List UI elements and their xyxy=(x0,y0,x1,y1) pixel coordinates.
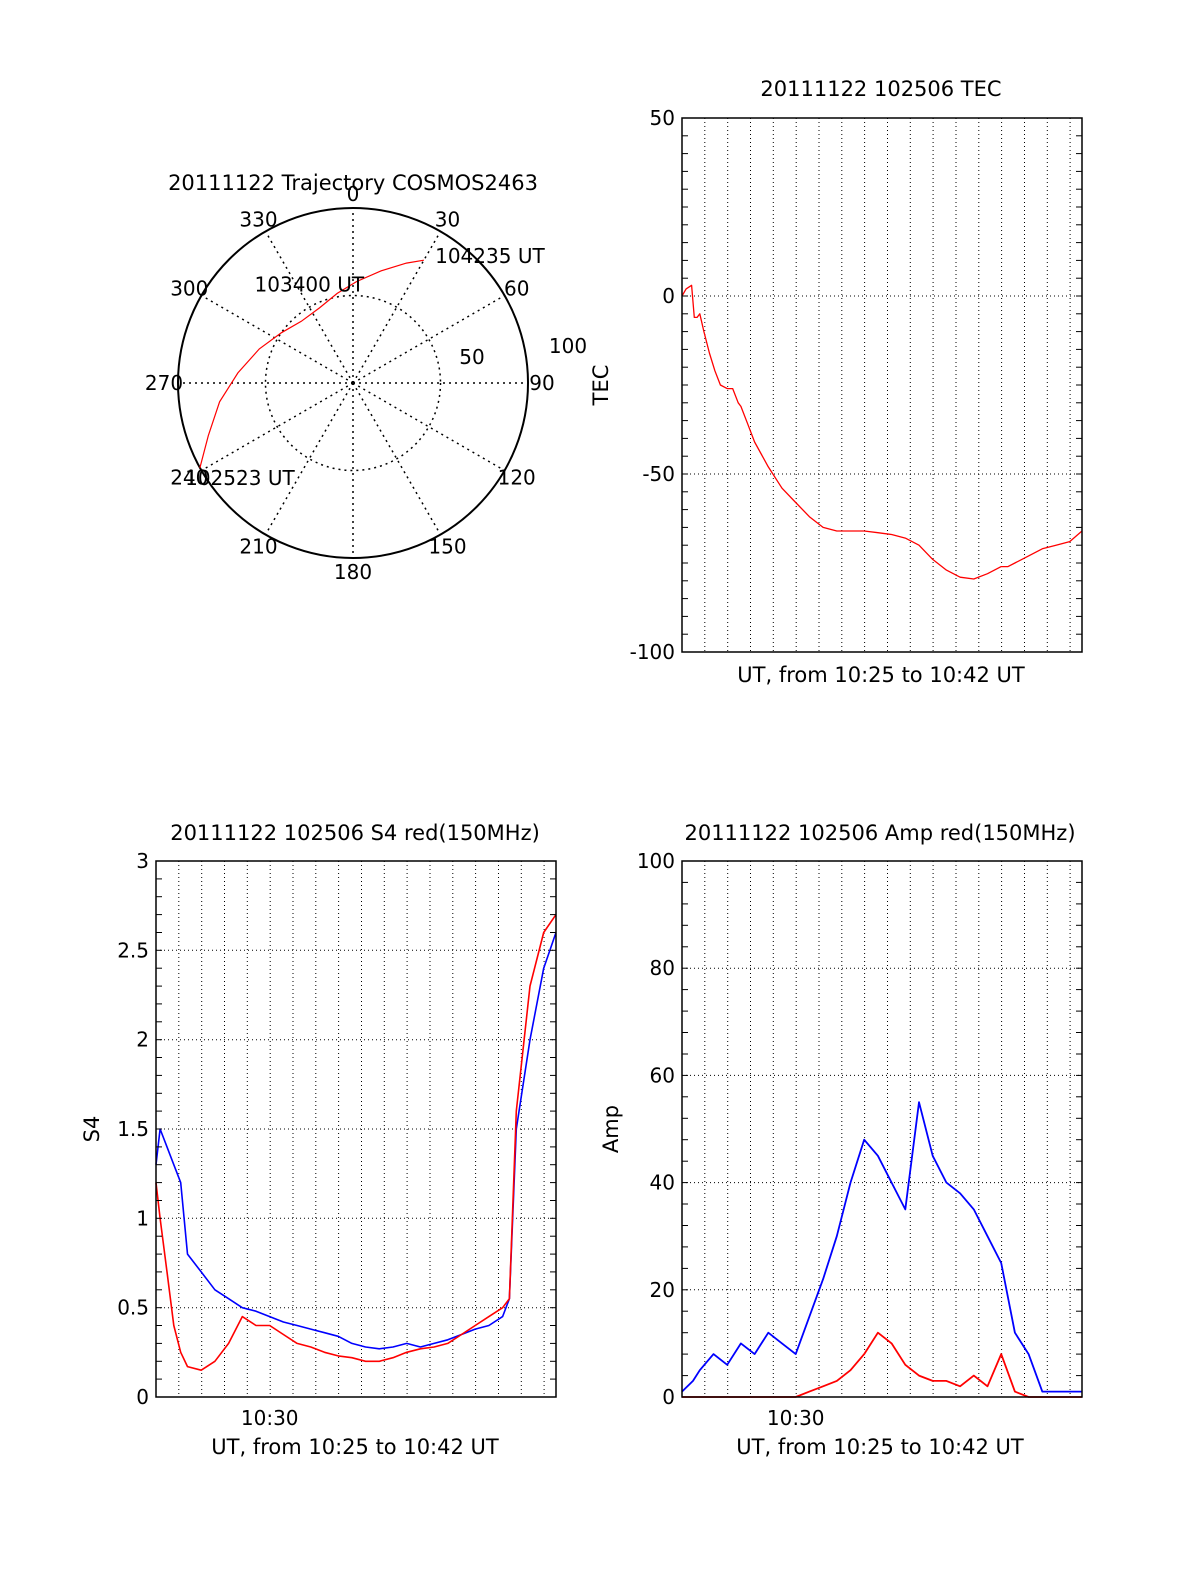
s4-yticks: 0 0.5 1 1.5 2 2.5 3 xyxy=(117,849,556,1409)
polar-angle-label: 30 xyxy=(435,207,460,231)
polar-grid xyxy=(178,208,528,558)
polar-angle-label: 0 xyxy=(347,182,360,206)
polar-title: 20111122 Trajectory COSMOS2463 xyxy=(168,171,538,195)
polar-spoke xyxy=(352,382,505,472)
polar-trajectory xyxy=(199,259,424,468)
s4-xlabel: UT, from 10:25 to 10:42 UT xyxy=(211,1435,499,1459)
polar-spoke xyxy=(201,382,354,472)
tec-grid xyxy=(682,118,1082,652)
amp-plot-frame xyxy=(681,860,1083,1398)
polar-spoke xyxy=(201,294,354,384)
s4-ytick-label: 1 xyxy=(136,1206,149,1230)
s4-grid xyxy=(156,861,556,1397)
tec-xlabel: UT, from 10:25 to 10:42 UT xyxy=(737,663,1025,687)
polar-panel: 20111122 Trajectory COSMOS2463 0 30 60 90 12… xyxy=(145,171,587,584)
tec-ytick-label: -100 xyxy=(630,640,675,664)
tec-series-line xyxy=(681,284,1083,580)
amp-ylabel: Amp xyxy=(599,1105,623,1153)
s4-panel: 20111122 102506 S4 red(150MHz) 0 0.5 1 1.5 2… xyxy=(80,821,557,1459)
amp-ytick-label: 0 xyxy=(662,1385,675,1409)
polar-angle-label: 90 xyxy=(529,371,554,395)
polar-angle-label: 60 xyxy=(504,277,529,301)
amp-xlabel: UT, from 10:25 to 10:42 UT xyxy=(736,1435,1024,1459)
polar-angle-label: 180 xyxy=(334,560,372,584)
amp-title: 20111122 102506 Amp red(150MHz) xyxy=(684,821,1075,845)
tec-panel: 20111122 102506 TEC 50 0 -50 -100 UT, from … xyxy=(589,77,1083,687)
polar-annotation: 102523 UT xyxy=(185,466,295,490)
amp-ytick-label: 40 xyxy=(650,1171,675,1195)
amp-ytick-label: 100 xyxy=(637,849,675,873)
tec-yticks: 50 0 -50 -100 xyxy=(630,106,1082,664)
polar-ring xyxy=(264,294,442,472)
s4-series-line xyxy=(155,914,557,1371)
amp-xticks: 10:30 xyxy=(767,1406,825,1430)
polar-annotations: 102523 UT 103400 UT 104235 UT xyxy=(185,244,545,490)
polar-spoke xyxy=(352,382,442,535)
polar-radial-label: 50 xyxy=(459,345,484,369)
polar-angle-label: 150 xyxy=(428,535,466,559)
polar-spoke xyxy=(264,382,354,535)
tec-title: 20111122 102506 TEC xyxy=(760,77,1001,101)
amp-grid xyxy=(682,861,1082,1397)
polar-spoke xyxy=(264,231,354,384)
polar-annotation: 103400 UT xyxy=(255,272,365,296)
polar-angle-label: 210 xyxy=(239,535,277,559)
tec-plot-frame xyxy=(681,117,1083,653)
amp-series-line xyxy=(682,1331,1082,1398)
polar-angle-label: 240 xyxy=(170,466,208,490)
tec-ylabel: TEC xyxy=(589,365,613,407)
polar-spoke xyxy=(352,231,442,384)
polar-angle-label: 270 xyxy=(145,371,183,395)
s4-ytick-label: 3 xyxy=(136,849,149,873)
tec-ytick-label: -50 xyxy=(642,462,675,486)
tec-series xyxy=(681,284,1083,580)
polar-angle-label: 300 xyxy=(170,277,208,301)
polar-annotation: 104235 UT xyxy=(435,244,545,268)
amp-ytick-label: 80 xyxy=(650,956,675,980)
amp-series xyxy=(681,1101,1082,1398)
s4-ytick-label: 1.5 xyxy=(117,1117,149,1141)
s4-ytick-label: 0.5 xyxy=(117,1296,149,1320)
s4-ytick-label: 0 xyxy=(136,1385,149,1409)
s4-xticks: 10:30 xyxy=(241,1406,299,1430)
amp-ytick-label: 60 xyxy=(650,1063,675,1087)
polar-angle-label: 120 xyxy=(498,466,536,490)
s4-ytick-label: 2 xyxy=(136,1028,149,1052)
amp-series-line xyxy=(681,1101,1082,1393)
polar-spoke xyxy=(352,294,505,384)
s4-series xyxy=(155,914,557,1371)
polar-angle-label: 330 xyxy=(239,207,277,231)
amp-ytick-label: 20 xyxy=(650,1278,675,1302)
amp-panel: 20111122 102506 Amp red(150MHz) 0 20 40 60 8… xyxy=(599,821,1083,1459)
amp-yticks: 0 20 40 60 80 100 xyxy=(637,849,1082,1409)
s4-title: 20111122 102506 S4 red(150MHz) xyxy=(170,821,540,845)
polar-radial-labels: 50 100 xyxy=(459,334,587,369)
s4-series-line xyxy=(155,932,557,1350)
tec-ytick-label: 0 xyxy=(662,284,675,308)
s4-ylabel: S4 xyxy=(80,1116,104,1143)
polar-angle-labels: 0 30 60 90 120 150 180 210 240 270 300 330 xyxy=(145,182,555,584)
amp-xtick-label: 10:30 xyxy=(767,1406,825,1430)
polar-radial-label: 100 xyxy=(549,334,587,358)
s4-ytick-label: 2.5 xyxy=(117,938,149,962)
polar-trajectory-line xyxy=(199,259,424,468)
s4-xtick-label: 10:30 xyxy=(241,1406,299,1430)
tec-ytick-label: 50 xyxy=(650,106,675,130)
